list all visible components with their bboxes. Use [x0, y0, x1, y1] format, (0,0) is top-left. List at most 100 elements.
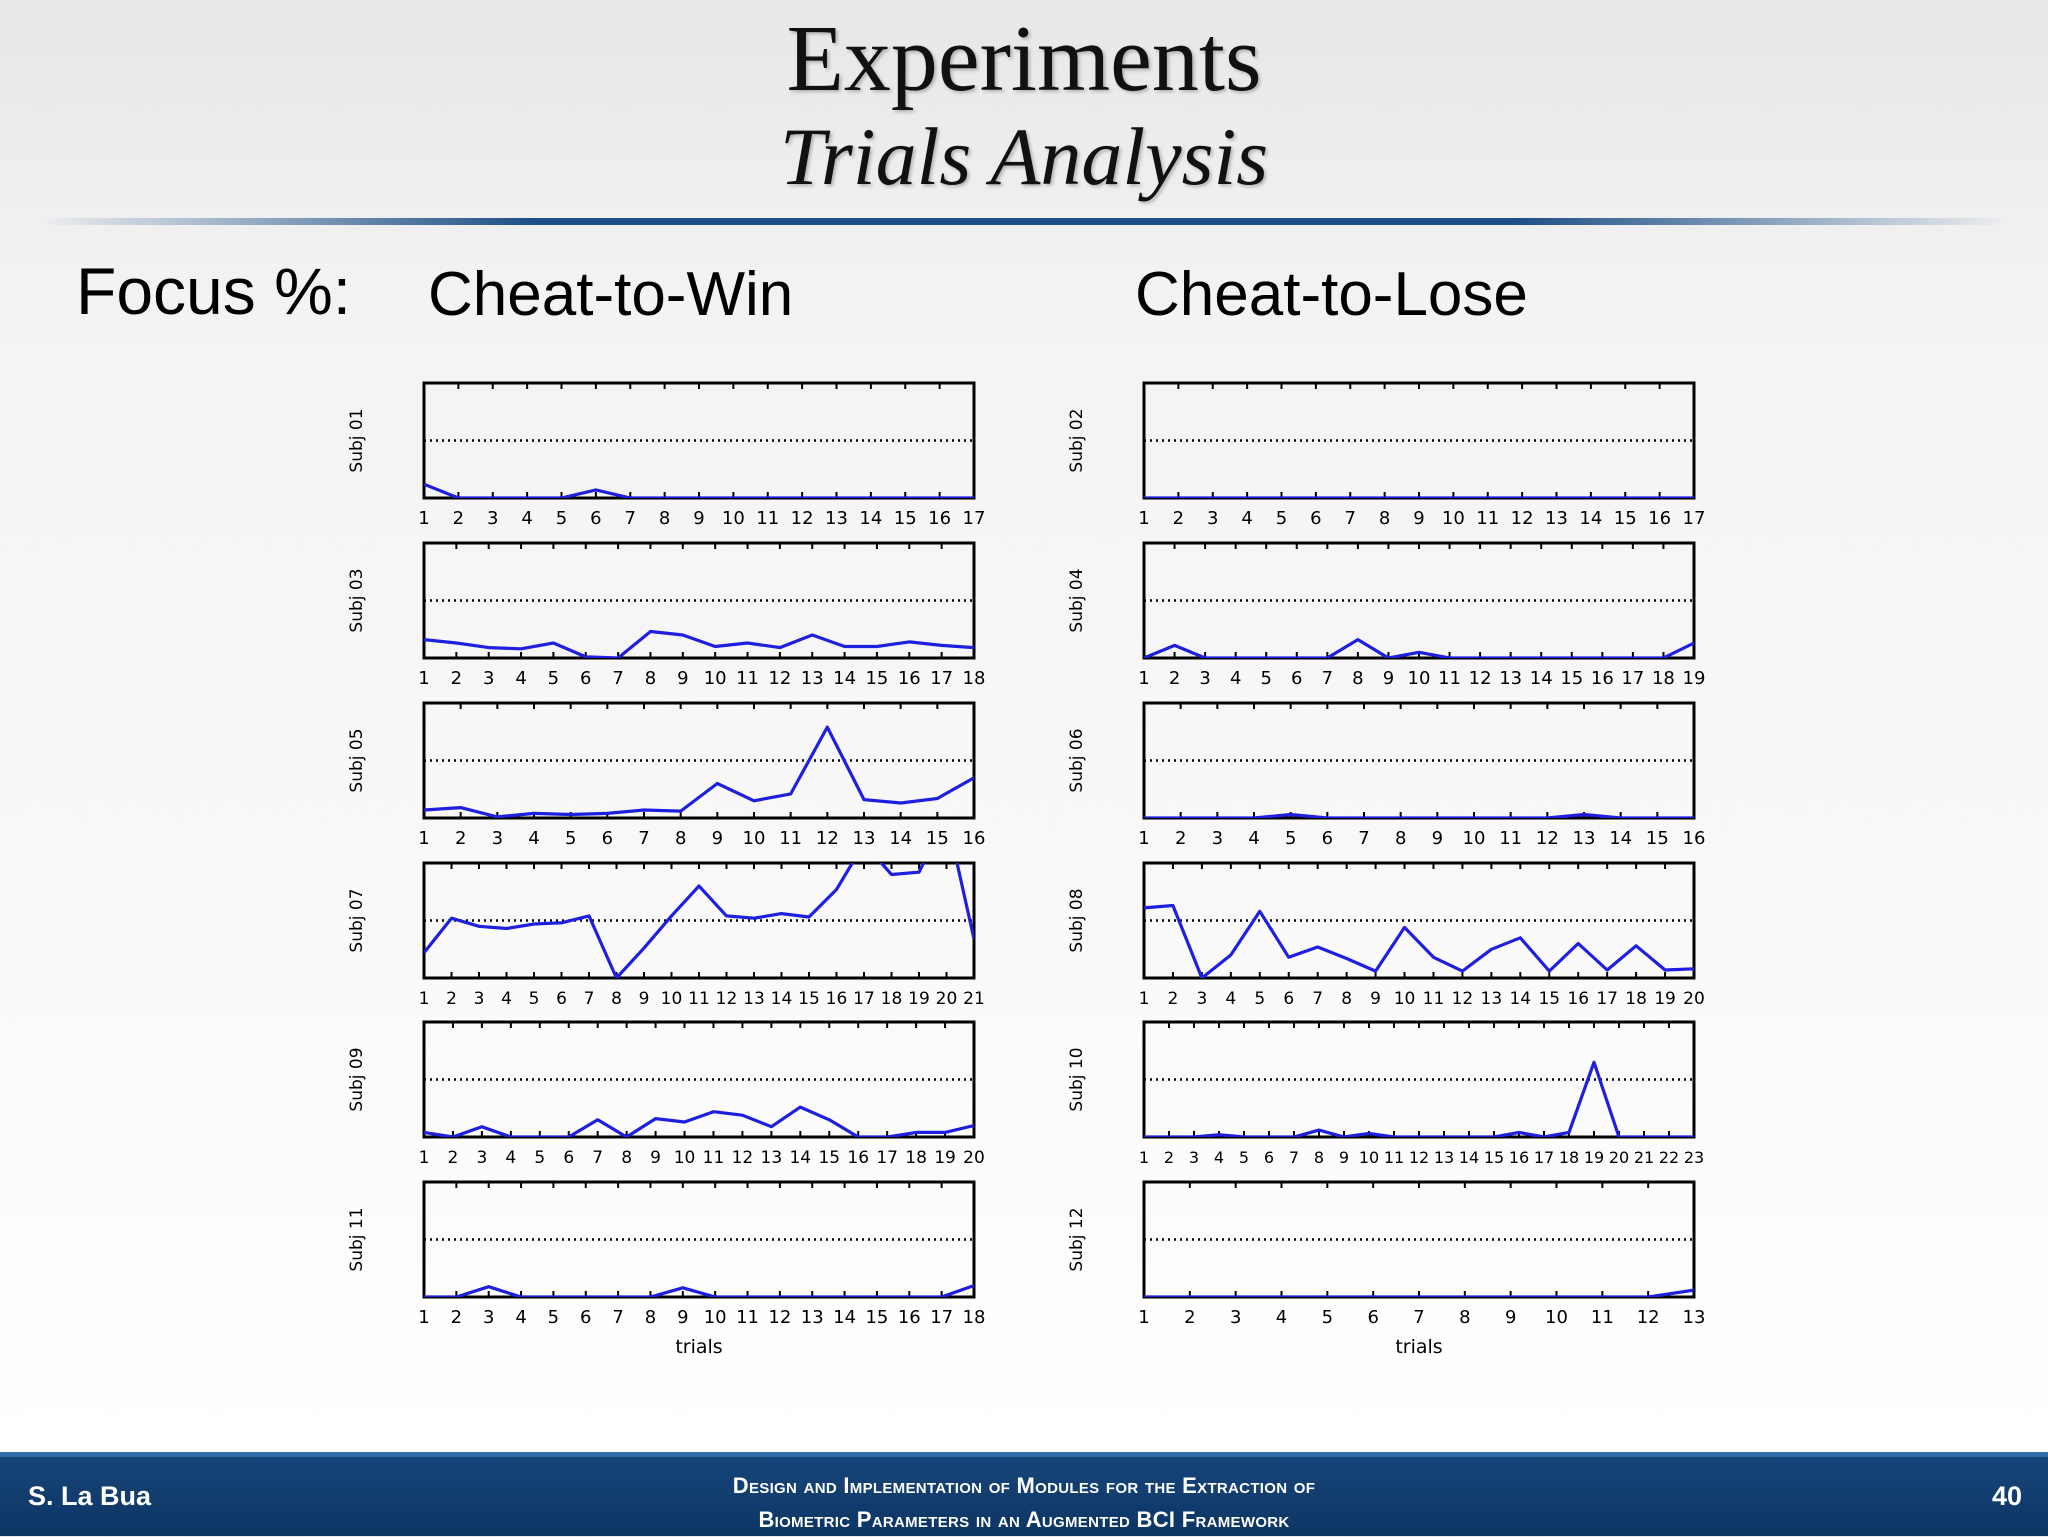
- x-tick-label: 10: [1394, 989, 1416, 1009]
- x-tick-label: 11: [1476, 508, 1499, 529]
- series-line: [424, 1107, 974, 1137]
- x-tick-label: 15: [865, 1307, 888, 1328]
- x-tick-label: 14: [1579, 508, 1602, 529]
- x-tick-label: 6: [556, 989, 567, 1009]
- footer-title-line2: Biometric Parameters in an Augmented BCI…: [574, 1503, 1474, 1537]
- x-tick-label: 2: [448, 1148, 459, 1168]
- x-tick-label: 11: [1423, 989, 1445, 1009]
- x-tick-label: 3: [1212, 828, 1223, 849]
- x-tick-label: 12: [716, 989, 738, 1009]
- x-tick-label: 4: [1230, 668, 1241, 689]
- x-tick-label: 20: [1609, 1148, 1629, 1167]
- x-tick-label: 5: [529, 989, 540, 1009]
- x-tick-label: 15: [798, 989, 820, 1009]
- x-tick-label: 14: [889, 828, 912, 849]
- x-tick-label: 7: [1289, 1148, 1299, 1167]
- series-line: [1144, 1062, 1694, 1137]
- footer-title: Design and Implementation of Modules for…: [574, 1469, 1474, 1537]
- x-tick-label: 15: [818, 1148, 840, 1168]
- x-tick-label: 5: [1260, 668, 1271, 689]
- x-tick-label: 19: [1584, 1148, 1604, 1167]
- x-tick-label: 18: [963, 1307, 986, 1328]
- x-tick-label: 13: [1499, 668, 1522, 689]
- x-tick-label: 2: [453, 508, 464, 529]
- y-axis-label: Subj 05: [347, 728, 367, 792]
- x-tick-label: 17: [930, 668, 953, 689]
- x-tick-label: 8: [659, 508, 670, 529]
- x-tick-label: 6: [1367, 1307, 1378, 1328]
- x-tick-label: 11: [736, 1307, 759, 1328]
- x-tick-label: 6: [1264, 1148, 1274, 1167]
- x-tick-label: 21: [1634, 1148, 1654, 1167]
- x-tick-label: 15: [1538, 989, 1560, 1009]
- x-tick-label: 10: [661, 989, 683, 1009]
- x-tick-label: 3: [1230, 1307, 1241, 1328]
- footer-author: S. La Bua: [28, 1481, 151, 1512]
- x-tick-label: 3: [1189, 1148, 1199, 1167]
- x-tick-label: 16: [1567, 989, 1589, 1009]
- series-line: [424, 1286, 974, 1298]
- x-tick-label: 9: [650, 1148, 661, 1168]
- x-tick-label: 5: [565, 828, 576, 849]
- x-tick-label: 14: [1609, 828, 1632, 849]
- y-axis-label: Subj 08: [1067, 888, 1087, 952]
- series-line: [1144, 906, 1694, 979]
- x-tick-label: 18: [1625, 989, 1647, 1009]
- x-tick-label: 11: [736, 668, 759, 689]
- x-tick-label: 14: [789, 1148, 811, 1168]
- x-tick-label: 1: [418, 668, 429, 689]
- x-tick-label: 10: [1442, 508, 1465, 529]
- x-tick-label: 15: [894, 508, 917, 529]
- x-tick-label: 16: [826, 989, 848, 1009]
- x-tick-label: 9: [1339, 1148, 1349, 1167]
- x-tick-label: 8: [1395, 828, 1406, 849]
- x-tick-label: 3: [474, 989, 485, 1009]
- y-axis-label: Subj 10: [1067, 1047, 1087, 1111]
- plot-frame: [424, 1022, 974, 1137]
- x-tick-label: 14: [1530, 668, 1553, 689]
- x-tick-label: 13: [801, 668, 824, 689]
- series-line: [1144, 815, 1694, 819]
- x-tick-label: 11: [703, 1148, 725, 1168]
- x-tick-label: 9: [1505, 1307, 1516, 1328]
- x-tick-label: 9: [677, 668, 688, 689]
- x-tick-label: 15: [1484, 1148, 1504, 1167]
- y-axis-label: Subj 06: [1067, 728, 1087, 792]
- x-tick-label: 4: [501, 989, 512, 1009]
- x-tick-label: 14: [859, 508, 882, 529]
- x-tick-label: 5: [534, 1148, 545, 1168]
- x-tick-label: 2: [1175, 828, 1186, 849]
- x-tick-label: 14: [833, 1307, 856, 1328]
- x-tick-label: 3: [487, 508, 498, 529]
- x-tick-label: 6: [580, 1307, 591, 1328]
- x-tick-label: 17: [876, 1148, 898, 1168]
- x-tick-label: 3: [483, 668, 494, 689]
- x-tick-label: 7: [1312, 989, 1323, 1009]
- x-tick-label: 7: [1322, 668, 1333, 689]
- x-tick-label: 20: [936, 989, 958, 1009]
- x-tick-label: 9: [1432, 828, 1443, 849]
- x-tick-label: 16: [928, 508, 951, 529]
- x-tick-label: 1: [418, 828, 429, 849]
- x-tick-label: 13: [1481, 989, 1503, 1009]
- x-tick-label: 16: [898, 668, 921, 689]
- x-tick-label: 5: [548, 1307, 559, 1328]
- x-tick-label: 4: [1214, 1148, 1224, 1167]
- y-axis-label: Subj 09: [347, 1047, 367, 1111]
- x-tick-label: 8: [645, 668, 656, 689]
- x-tick-label: 9: [677, 1307, 688, 1328]
- x-tick-label: 7: [584, 989, 595, 1009]
- y-axis-label: Subj 03: [347, 568, 367, 632]
- x-tick-label: 13: [743, 989, 765, 1009]
- x-tick-label: 2: [1169, 668, 1180, 689]
- x-tick-label: 3: [1196, 989, 1207, 1009]
- x-tick-label: 19: [934, 1148, 956, 1168]
